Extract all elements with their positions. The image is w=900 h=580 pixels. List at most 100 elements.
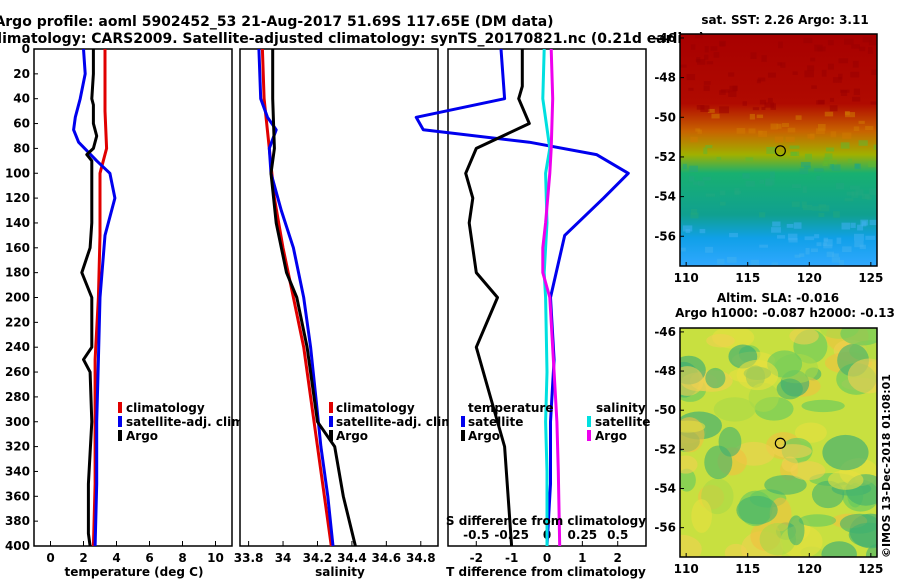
sst-texture-cell xyxy=(700,105,710,112)
sst-texture-cell xyxy=(765,178,775,186)
sst-texture-cell xyxy=(871,69,877,76)
sst-texture-cell xyxy=(719,190,726,196)
x-tick-label: 6 xyxy=(145,551,153,565)
sst-texture-cell xyxy=(826,147,835,152)
temperature-xlabel: temperature (deg C) xyxy=(65,565,204,579)
sst-texture-cell xyxy=(774,136,784,143)
series-line-temperature-argo xyxy=(464,49,531,547)
sst-texture-cell xyxy=(688,176,695,182)
sst-texture-cell xyxy=(686,74,696,81)
series-line-salinity-argo xyxy=(541,48,562,547)
sst-texture-cell xyxy=(873,144,877,150)
sst-texture-cell xyxy=(750,52,757,59)
sst-map-frame xyxy=(679,33,878,267)
series-line-argo xyxy=(269,49,357,547)
sst-texture-cell xyxy=(772,221,781,227)
sla-map-panel: Altim. SLA: -0.016 Argo h1000: -0.087 h2… xyxy=(654,291,895,576)
x-tick-label: 2 xyxy=(614,551,622,565)
map-lat-label: -56 xyxy=(654,229,676,243)
depth-tick-label: 280 xyxy=(5,390,30,404)
sst-texture-cell xyxy=(734,188,740,195)
sst-texture-cell xyxy=(810,57,816,62)
sst-texture-cell xyxy=(756,114,764,119)
sst-texture-cell xyxy=(851,44,860,49)
sst-texture-cell xyxy=(852,60,859,68)
sst-texture-cell xyxy=(690,136,698,143)
sst-texture-cell xyxy=(868,161,876,168)
sst-texture-cell xyxy=(778,41,783,49)
sst-texture-cell xyxy=(811,85,817,89)
map-lat-label: -54 xyxy=(654,190,676,204)
series-line-satellite-adj-clim- xyxy=(257,48,335,547)
sla-texture-blob xyxy=(848,522,877,548)
sst-texture-cell xyxy=(770,103,776,110)
sla-texture-blob xyxy=(680,420,706,433)
map-lat-label: -50 xyxy=(654,110,676,124)
depth-tick-label: 160 xyxy=(5,241,30,255)
sla-texture-blob xyxy=(680,455,698,474)
sst-texture-cell xyxy=(858,120,865,124)
sst-texture-cell xyxy=(838,73,843,80)
sst-texture-cell xyxy=(757,77,766,82)
x2-tick-label: 0.5 xyxy=(607,528,628,542)
sst-texture-cell xyxy=(713,52,720,58)
sst-texture-cell xyxy=(813,168,824,172)
sst-texture-cell xyxy=(690,44,696,50)
sst-texture-cell xyxy=(865,126,874,131)
difference-x2label: S difference from climatology xyxy=(446,514,646,528)
sst-texture-cell xyxy=(792,71,798,75)
depth-tick-label: 180 xyxy=(5,266,30,280)
legend-swatch-satellite xyxy=(329,416,333,427)
sst-texture-cell xyxy=(852,96,861,102)
sst-texture-cell xyxy=(705,193,716,197)
sst-texture-cell xyxy=(703,147,708,155)
x-tick-label: 10 xyxy=(207,551,224,565)
difference-xlabel: T difference from climatology xyxy=(446,565,646,579)
legend-swatch-s-argo xyxy=(587,430,591,441)
sst-texture-cell xyxy=(703,81,711,85)
sst-texture-cell xyxy=(833,211,840,218)
legend-label-climatology: climatology xyxy=(336,401,415,415)
sst-texture-cell xyxy=(728,90,737,97)
title-line2: Climatology: CARS2009. Satellite-adjuste… xyxy=(0,31,705,47)
sst-texture-cell xyxy=(838,58,849,64)
map-lon-label: 120 xyxy=(797,271,822,285)
map-lat-label: -46 xyxy=(654,31,676,45)
sst-texture-cell xyxy=(696,57,701,63)
sst-texture-cell xyxy=(710,46,718,51)
sst-texture-cell xyxy=(849,185,860,190)
x-tick-label: 34.8 xyxy=(406,551,436,565)
sst-texture-cell xyxy=(781,123,789,128)
sst-map-panel: sat. SST: 2.26 Argo: 3.11 110 115 120 125 -4… xyxy=(654,13,883,285)
sst-texture-cell xyxy=(748,128,756,134)
sst-texture-cell xyxy=(689,165,698,173)
sla-texture-blob xyxy=(790,461,826,481)
sst-texture-cell xyxy=(704,54,709,60)
legend-label-satellite: satellite-adj. clim. xyxy=(126,415,248,429)
sst-texture-cell xyxy=(704,46,709,53)
sst-texture-cell xyxy=(703,85,710,92)
sst-texture-cell xyxy=(764,102,775,108)
sla-texture-blob xyxy=(827,470,864,490)
sst-texture-cell xyxy=(816,175,821,181)
sst-texture-cell xyxy=(697,59,706,65)
sla-texture-blob xyxy=(821,541,857,557)
legend-label-s-satellite: satellite xyxy=(595,415,650,429)
sst-texture-cell xyxy=(793,222,802,229)
temperature-panel: 0204060801001201401601802002202402602803… xyxy=(5,42,452,579)
sla-texture-blob xyxy=(789,328,819,345)
sst-texture-cell xyxy=(803,37,813,44)
sst-texture-cell xyxy=(767,72,776,78)
sst-texture-cell xyxy=(794,254,801,258)
sla-map-subtitle: Argo h1000: -0.087 h2000: -0.13 xyxy=(675,306,895,320)
sst-texture-cell xyxy=(850,71,860,78)
sst-texture-cell xyxy=(697,129,702,134)
depth-tick-label: 380 xyxy=(5,514,30,528)
sst-texture-cell xyxy=(752,107,760,111)
sst-texture-cell xyxy=(824,111,834,117)
sst-texture-cell xyxy=(811,206,821,211)
sst-texture-cell xyxy=(831,253,839,258)
sst-texture-cell xyxy=(844,198,854,202)
map-lon-label: 110 xyxy=(674,271,699,285)
sst-texture-cell xyxy=(823,157,830,164)
